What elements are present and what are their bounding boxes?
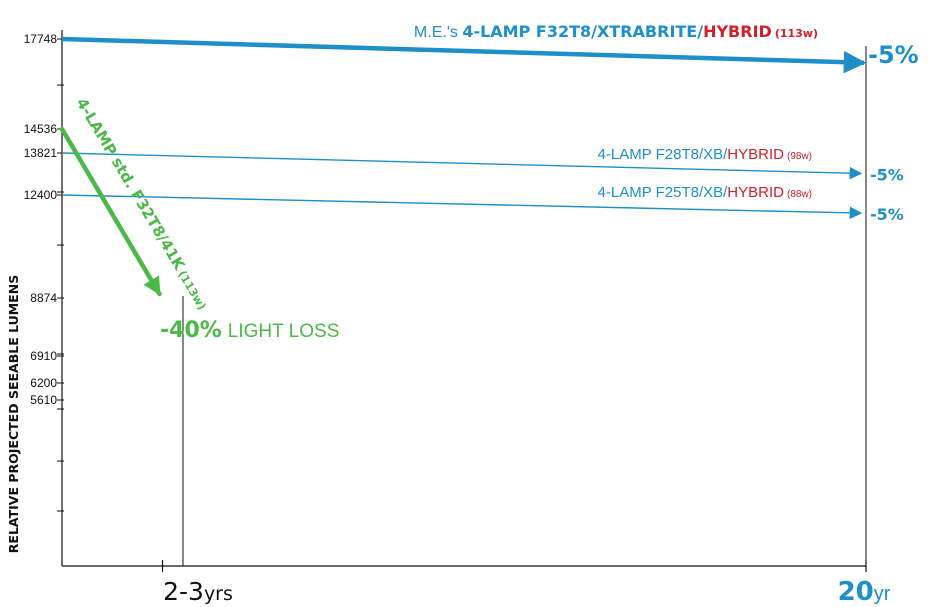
x-tick-number: 2-3 <box>163 577 204 606</box>
y-tick-label-12400: 12400 <box>24 188 58 202</box>
series-name-part: 4-LAMP F25T8/XB/ <box>598 184 729 201</box>
y-axis-ticks: 17748 14536 13821 12400 8874 6910 6200 5610 <box>24 32 64 407</box>
y-axis-minor-ticks <box>57 84 64 512</box>
y-tick-label-5610: 5610 <box>30 393 57 407</box>
y-tick-label-14536: 14536 <box>24 122 58 136</box>
series-name-part: HYBRID <box>727 184 784 201</box>
y-axis-label: RELATIVE PROJECTED SEEABLE LUMENS <box>6 275 21 553</box>
x-tick-unit: yr <box>874 583 891 605</box>
x-tick-label-2-3yrs: 2-3yrs <box>163 577 233 606</box>
series-name-part: M.E.'s <box>414 24 462 41</box>
series-name-part: (88w) <box>787 189 812 200</box>
series-name-part: HYBRID <box>703 22 772 41</box>
end-label-suffix: LIGHT LOSS <box>228 321 340 342</box>
x-tick-number: 20 <box>838 577 874 607</box>
series-f25: 4-LAMP F25T8/XB/HYBRID (88w) -5% <box>61 184 904 224</box>
series-me: M.E.'s 4-LAMP F32T8/XTRABRITE/HYBRID (113… <box>61 22 919 74</box>
series-layer: M.E.'s 4-LAMP F32T8/XTRABRITE/HYBRID (113… <box>59 22 919 343</box>
y-tick-label-17748: 17748 <box>24 32 58 46</box>
series-line-std <box>59 126 162 297</box>
series-name-me: M.E.'s 4-LAMP F32T8/XTRABRITE/HYBRID (113… <box>414 22 818 41</box>
end-label-me: -5% <box>868 41 919 69</box>
chart-axes <box>61 30 867 567</box>
x-tick-label-20yr: 20yr <box>838 577 891 607</box>
series-name-part: 4-LAMP F32T8/XTRABRITE/ <box>462 22 703 41</box>
series-line-f28 <box>61 152 863 180</box>
y-tick-label-13821: 13821 <box>24 146 58 160</box>
series-name-part: HYBRID <box>727 146 784 163</box>
series-name-part: (113w) <box>175 268 208 312</box>
series-line-me <box>61 36 867 74</box>
end-label-value: -40% <box>160 318 222 343</box>
x-tick-unit: yrs <box>204 583 233 605</box>
series-name-f25: 4-LAMP F25T8/XB/HYBRID (88w) <box>598 184 812 201</box>
y-tick-label-8874: 8874 <box>30 291 57 305</box>
x-axis-ticks <box>161 560 867 572</box>
series-line-f25 <box>61 194 863 220</box>
series-std: 4-LAMP std. F32T8/41K(113w) -40% LIGHT LOS… <box>59 95 339 343</box>
series-name-part: (113w) <box>775 27 818 40</box>
end-label-f25: -5% <box>870 205 904 224</box>
y-tick-label-6910: 6910 <box>30 349 57 363</box>
series-name-f28: 4-LAMP F28T8/XB/HYBRID (98w) <box>598 146 812 163</box>
series-name-part: 4-LAMP F28T8/XB/ <box>598 146 729 163</box>
end-label-f28: -5% <box>870 165 904 184</box>
series-f28: 4-LAMP F28T8/XB/HYBRID (98w) -5% <box>61 146 904 184</box>
end-label-std: -40% LIGHT LOSS <box>160 318 339 343</box>
series-name-part: (98w) <box>787 151 812 162</box>
y-tick-label-6200: 6200 <box>30 376 57 390</box>
series-name-std: 4-LAMP std. F32T8/41K(113w) <box>73 95 212 313</box>
